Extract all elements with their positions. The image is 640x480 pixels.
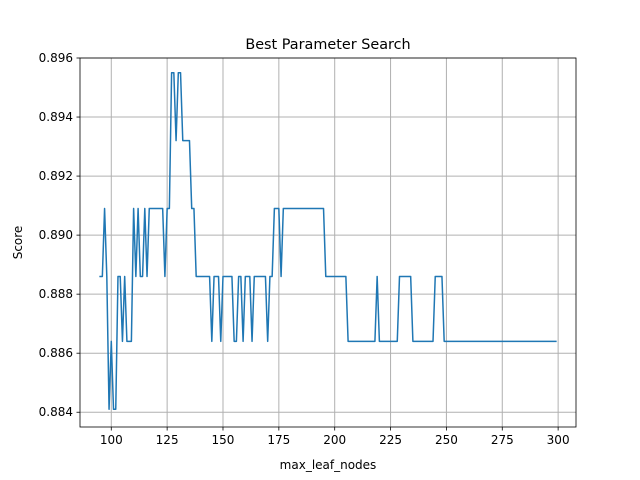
x-axis-label: max_leaf_nodes xyxy=(280,458,377,472)
plot-frame xyxy=(79,57,577,428)
x-tick-label: 250 xyxy=(435,433,458,447)
y-axis-label: Score xyxy=(11,226,25,260)
y-tick-label: 0.892 xyxy=(39,169,73,183)
axis-ticks: 100 125 150 175 200 225 250 275 300 0.884 0.886 0.8… xyxy=(39,51,570,447)
x-tick-label: 225 xyxy=(379,433,402,447)
y-tick-label: 0.886 xyxy=(39,346,73,360)
x-tick-label: 300 xyxy=(547,433,570,447)
series-line xyxy=(99,72,557,411)
x-tick-label: 100 xyxy=(100,433,123,447)
y-tick-label: 0.890 xyxy=(39,228,73,242)
y-tick-label: 0.896 xyxy=(39,51,73,65)
x-tick-label: 275 xyxy=(491,433,514,447)
plot-area xyxy=(99,72,557,411)
x-tick-label: 175 xyxy=(267,433,290,447)
chart-title: Best Parameter Search xyxy=(245,37,410,53)
y-tick-label: 0.888 xyxy=(39,287,73,301)
x-tick-label: 200 xyxy=(323,433,346,447)
x-tick-label: 150 xyxy=(212,433,235,447)
grid xyxy=(80,57,576,427)
y-tick-label: 0.884 xyxy=(39,405,73,419)
y-tick-label: 0.894 xyxy=(39,110,73,124)
x-tick-label: 125 xyxy=(156,433,179,447)
